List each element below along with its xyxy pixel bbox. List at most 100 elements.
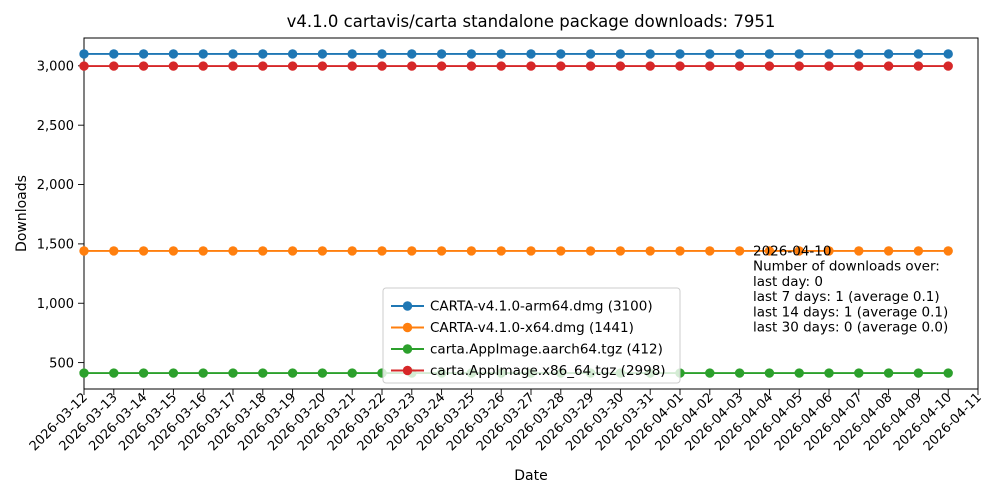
- data-point-marker: [317, 368, 328, 378]
- data-point-marker: [347, 61, 357, 71]
- data-point-marker: [854, 246, 864, 256]
- data-point-marker: [168, 368, 179, 378]
- legend-marker-icon: [402, 344, 413, 354]
- data-point-marker: [407, 49, 417, 59]
- data-point-marker: [198, 368, 208, 378]
- data-point-marker: [287, 368, 298, 378]
- data-point-marker: [824, 368, 834, 378]
- data-point-marker: [436, 61, 447, 71]
- annotation-line: last 14 days: 1 (average 0.1): [753, 304, 948, 320]
- data-point-marker: [79, 368, 89, 378]
- data-point-marker: [556, 61, 566, 71]
- data-point-marker: [883, 368, 894, 378]
- data-point-marker: [645, 61, 655, 71]
- data-point-marker: [615, 246, 626, 256]
- annotation-line: Number of downloads over:: [753, 259, 940, 275]
- y-tick-label: 2,500: [37, 119, 74, 134]
- data-point-marker: [943, 246, 953, 256]
- data-point-marker: [466, 49, 477, 59]
- data-point-marker: [258, 49, 268, 59]
- data-point-marker: [138, 246, 149, 256]
- legend-entry: CARTA-v4.1.0-x64.dmg (1441): [391, 320, 634, 336]
- data-point-marker: [377, 49, 387, 59]
- legend-marker-icon: [402, 301, 413, 311]
- legend-label: carta.AppImage.aarch64.tgz (412): [430, 342, 663, 358]
- annotation-line: last 30 days: 0 (average 0.0): [753, 320, 948, 336]
- data-point-marker: [705, 49, 715, 59]
- data-point-marker: [913, 246, 924, 256]
- data-point-marker: [675, 49, 685, 59]
- data-point-marker: [317, 49, 328, 59]
- data-point-marker: [883, 246, 894, 256]
- data-point-marker: [734, 246, 745, 256]
- legend-entry: carta.AppImage.x86_64.tgz (2998): [391, 363, 666, 379]
- data-point-marker: [913, 49, 924, 59]
- y-tick-label: 500: [49, 356, 74, 371]
- data-point-marker: [824, 61, 834, 71]
- data-point-marker: [377, 246, 387, 256]
- data-point-marker: [168, 246, 179, 256]
- data-point-marker: [675, 246, 685, 256]
- data-point-marker: [794, 246, 804, 256]
- data-point-marker: [258, 61, 268, 71]
- data-point-marker: [615, 61, 626, 71]
- data-point-marker: [377, 61, 387, 71]
- data-point-marker: [764, 368, 775, 378]
- data-point-marker: [347, 49, 357, 59]
- data-point-marker: [764, 246, 775, 256]
- data-point-marker: [436, 49, 447, 59]
- data-point-marker: [317, 246, 328, 256]
- data-point-marker: [228, 368, 238, 378]
- data-point-marker: [496, 61, 506, 71]
- legend-entry: CARTA-v4.1.0-arm64.dmg (3100): [391, 299, 653, 315]
- data-point-marker: [287, 246, 298, 256]
- data-point-marker: [824, 49, 834, 59]
- series-3: [79, 61, 953, 71]
- data-point-marker: [466, 246, 477, 256]
- annotation-line: last day: 0: [753, 274, 823, 290]
- data-point-marker: [883, 49, 894, 59]
- data-point-marker: [436, 246, 447, 256]
- data-point-marker: [556, 49, 566, 59]
- series-1: [79, 246, 953, 256]
- axes: 5001,0001,5002,0002,5003,0002026-03-1220…: [27, 37, 985, 454]
- legend-label: CARTA-v4.1.0-x64.dmg (1441): [430, 320, 634, 336]
- data-point-marker: [705, 246, 715, 256]
- data-point-marker: [585, 246, 596, 256]
- data-point-marker: [138, 61, 149, 71]
- data-point-marker: [287, 49, 298, 59]
- data-point-marker: [854, 368, 864, 378]
- data-point-marker: [109, 246, 119, 256]
- data-point-marker: [347, 368, 357, 378]
- data-point-marker: [943, 61, 953, 71]
- data-point-marker: [764, 49, 775, 59]
- data-point-marker: [556, 246, 566, 256]
- data-point-marker: [913, 61, 924, 71]
- data-point-marker: [645, 246, 655, 256]
- x-axis-label: Date: [514, 468, 547, 484]
- legend-label: CARTA-v4.1.0-arm64.dmg (3100): [430, 299, 653, 315]
- data-point-marker: [258, 246, 268, 256]
- data-point-marker: [734, 61, 745, 71]
- data-point-marker: [496, 246, 506, 256]
- data-point-marker: [109, 49, 119, 59]
- data-point-marker: [824, 246, 834, 256]
- legend-label: carta.AppImage.x86_64.tgz (2998): [430, 363, 666, 379]
- y-tick-label: 3,000: [37, 60, 74, 75]
- data-point-marker: [585, 49, 596, 59]
- data-point-marker: [526, 246, 536, 256]
- data-point-marker: [407, 246, 417, 256]
- data-point-marker: [764, 61, 775, 71]
- legend-marker-icon: [402, 365, 413, 376]
- data-point-marker: [109, 61, 119, 71]
- series-0: [79, 49, 953, 59]
- data-point-marker: [168, 49, 179, 59]
- data-point-marker: [675, 61, 685, 71]
- data-point-marker: [317, 61, 328, 71]
- annotation-line: last 7 days: 1 (average 0.1): [753, 289, 940, 305]
- data-point-marker: [585, 61, 596, 71]
- data-point-marker: [526, 49, 536, 59]
- data-point-marker: [198, 246, 208, 256]
- y-tick-label: 1,000: [37, 297, 74, 312]
